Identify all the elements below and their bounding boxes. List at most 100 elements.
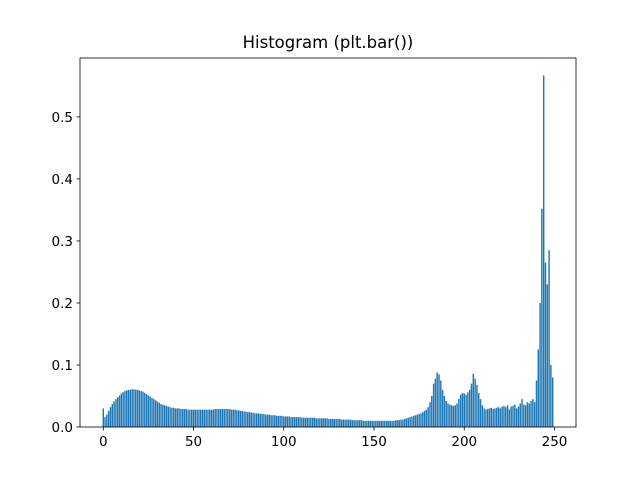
bar	[210, 409, 213, 427]
y-tick-label: 0.1	[52, 358, 73, 374]
bar	[450, 405, 453, 427]
bar	[167, 406, 169, 427]
bar	[524, 405, 527, 427]
bar	[219, 409, 222, 427]
x-tick-label: 200	[451, 434, 477, 450]
bar	[163, 405, 166, 427]
bar	[200, 409, 202, 427]
bar	[497, 407, 500, 427]
bar	[434, 378, 437, 427]
bar	[533, 402, 536, 427]
bar	[127, 389, 130, 427]
bar	[405, 418, 408, 427]
bar	[115, 399, 117, 427]
bar	[261, 413, 263, 427]
bar	[113, 401, 115, 427]
bar	[373, 420, 375, 427]
bar	[246, 412, 249, 427]
bar	[510, 406, 512, 427]
bar	[187, 409, 189, 427]
bar	[299, 417, 301, 427]
x-tick-label: 50	[185, 434, 202, 450]
bar	[429, 402, 431, 427]
bar	[183, 409, 186, 427]
bar	[378, 420, 381, 427]
bar	[364, 420, 366, 427]
bar	[411, 416, 413, 427]
bar	[196, 409, 198, 427]
bar	[427, 407, 429, 427]
bar	[234, 409, 236, 427]
bar	[443, 395, 446, 427]
bar	[488, 408, 491, 427]
bar	[445, 400, 447, 427]
bar	[483, 408, 485, 427]
bar	[521, 399, 523, 427]
bar	[178, 408, 180, 427]
bar	[230, 409, 233, 427]
bar	[337, 418, 339, 427]
bar	[394, 420, 397, 427]
bar	[468, 389, 471, 427]
bar	[425, 409, 428, 427]
bar	[485, 409, 487, 427]
bar	[156, 401, 159, 427]
bar	[302, 417, 305, 427]
bar	[147, 395, 150, 427]
bar	[499, 408, 502, 427]
bar	[225, 409, 227, 427]
bar	[546, 284, 549, 427]
bar	[255, 413, 258, 427]
bar	[537, 349, 539, 427]
bar	[214, 409, 216, 427]
bar	[288, 416, 290, 427]
bar	[227, 409, 229, 427]
bar	[440, 380, 442, 427]
bar	[274, 415, 276, 427]
bar	[283, 416, 285, 427]
bar	[290, 417, 292, 427]
chart-title: Histogram (plt.bar())	[243, 33, 414, 52]
bar	[207, 409, 209, 427]
bar	[122, 392, 124, 427]
bar	[535, 380, 538, 427]
bar	[542, 75, 545, 427]
bar	[331, 418, 334, 427]
bar	[474, 378, 476, 427]
bar	[551, 377, 554, 427]
bar	[317, 418, 319, 427]
bar	[322, 418, 325, 427]
bar	[153, 399, 155, 427]
bar	[512, 405, 514, 427]
bar	[550, 364, 552, 427]
bar	[151, 397, 153, 427]
bar	[237, 410, 240, 427]
bar	[526, 402, 529, 427]
bar	[472, 373, 475, 427]
bar	[120, 393, 123, 427]
bar	[367, 420, 370, 427]
bar	[418, 413, 420, 427]
bar	[422, 412, 424, 427]
bar	[270, 415, 272, 427]
bar	[348, 419, 350, 427]
bar	[355, 420, 357, 427]
bar	[423, 410, 426, 427]
bar	[467, 392, 469, 427]
bar	[304, 417, 307, 427]
bar	[181, 409, 184, 427]
y-tick-label: 0.4	[52, 172, 73, 188]
bar	[514, 404, 516, 427]
bar	[126, 390, 128, 427]
plot-area	[102, 75, 554, 427]
bar	[463, 393, 465, 427]
bar	[154, 400, 157, 427]
bar	[205, 409, 207, 427]
bar	[449, 404, 451, 427]
bar	[162, 404, 164, 427]
bar	[371, 420, 373, 427]
bar	[133, 389, 135, 427]
bar	[131, 389, 133, 427]
bar	[539, 302, 541, 427]
bar	[342, 419, 345, 427]
